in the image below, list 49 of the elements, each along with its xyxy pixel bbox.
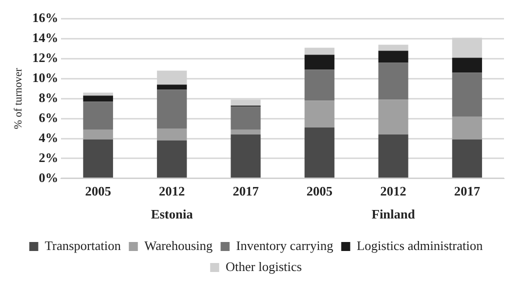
legend-label: Other logistics	[226, 258, 302, 274]
bar	[378, 44, 408, 51]
y-tick-label: 10%	[32, 70, 58, 86]
bar	[304, 128, 334, 178]
y-tick-label: 12%	[32, 50, 58, 66]
bar	[304, 70, 334, 101]
bar	[83, 130, 114, 140]
bar	[378, 134, 408, 178]
bar	[230, 106, 261, 130]
bar	[156, 84, 187, 90]
bar	[452, 140, 482, 178]
bar	[83, 96, 114, 102]
bar	[156, 90, 187, 129]
bar	[83, 140, 114, 178]
bar	[378, 100, 408, 135]
x-tick-label: 2017	[454, 184, 481, 199]
y-tick-label: 2%	[38, 150, 58, 165]
x-tick-label: 2017	[232, 184, 260, 199]
x-tick-label: 2005	[85, 184, 112, 199]
bar	[304, 48, 334, 55]
x-tick-label: 2012	[158, 184, 185, 199]
text: Estonia	[150, 206, 194, 222]
bar	[156, 140, 187, 178]
y-tick-label: 0%	[38, 170, 58, 185]
bar	[304, 54, 334, 70]
bar	[378, 62, 408, 100]
bar	[452, 116, 482, 140]
legend-label: Inventory carrying	[236, 238, 334, 253]
bar	[378, 50, 408, 63]
x-tick-label: 2005	[306, 184, 333, 199]
text: Finland	[372, 206, 416, 222]
bar	[304, 100, 334, 128]
bar	[230, 130, 261, 135]
y-tick-label: 6%	[38, 110, 58, 125]
bar	[156, 128, 187, 140]
bar	[83, 92, 114, 96]
y-axis-title: % of turnover	[12, 68, 24, 130]
bar	[230, 134, 261, 178]
y-tick-label: 8%	[38, 90, 58, 105]
legend-label: Logistics administration	[356, 238, 484, 253]
y-tick-label: 16%	[32, 10, 58, 26]
y-tick-label: 14%	[32, 30, 58, 46]
bar	[452, 58, 482, 73]
x-tick-label: 2012	[380, 184, 406, 199]
bar	[83, 102, 114, 130]
y-tick-label: 4%	[38, 130, 58, 145]
legend-label: Warehousing	[144, 238, 214, 253]
legend-label: Transportation	[44, 238, 122, 253]
bar	[452, 72, 482, 117]
